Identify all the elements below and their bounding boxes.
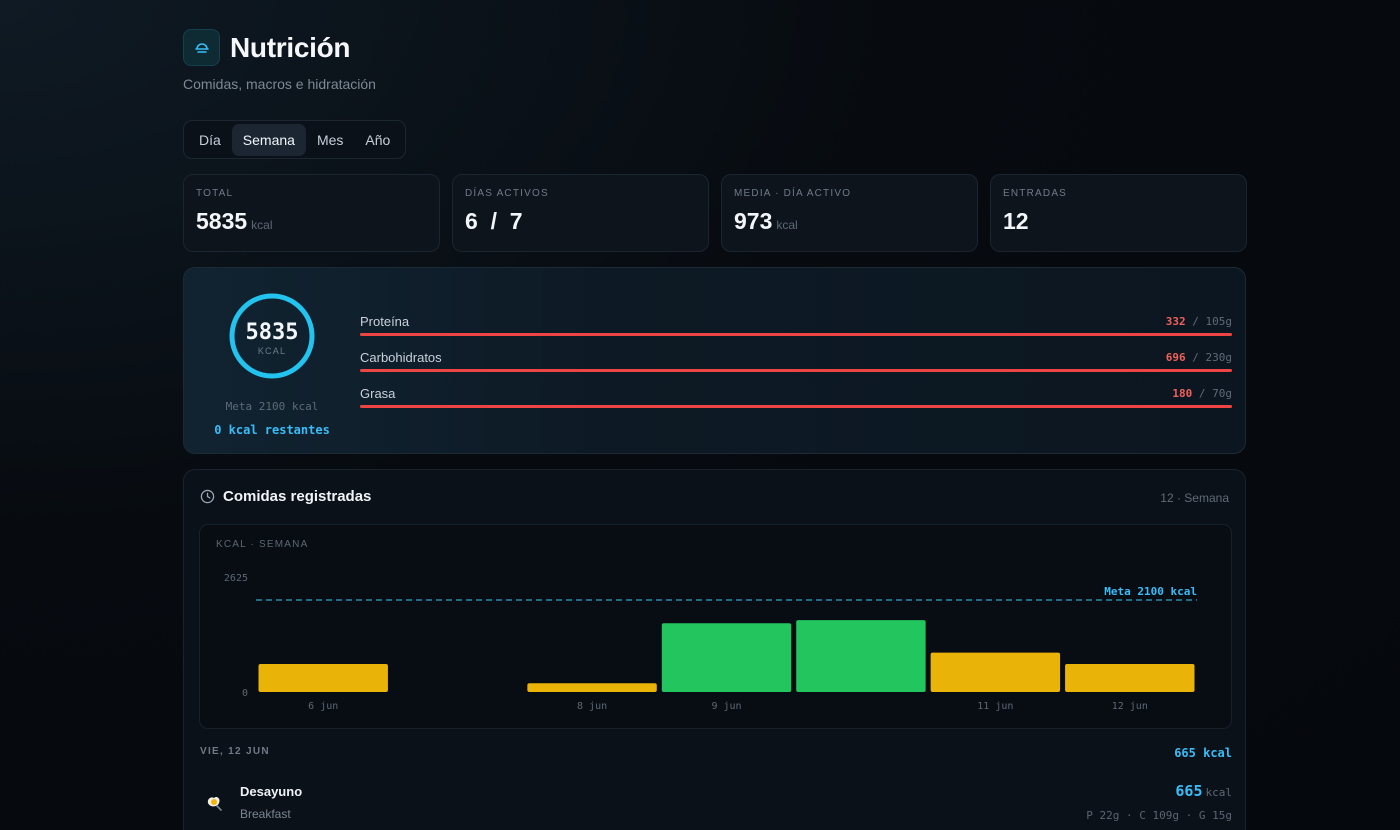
macro-values: 180 / 70g [1172, 387, 1232, 400]
stat-number: 6 / 7 [465, 208, 523, 234]
macro-values: 332 / 105g [1166, 315, 1232, 328]
macro-name: Proteína [360, 314, 410, 329]
meal-kcal-unit: kcal [1205, 786, 1233, 799]
stat-value: 12 [1003, 208, 1234, 235]
macro-target: / 105g [1192, 315, 1232, 328]
stat-card-entries: ENTRADAS 12 [990, 174, 1247, 252]
chart-title: KCAL · SEMANA [216, 539, 309, 550]
macro-current: 332 [1165, 315, 1186, 328]
chart-bar [661, 623, 792, 692]
page-title: Nutrición [230, 31, 351, 63]
x-tick-label: 12 jun [1112, 701, 1148, 712]
stat-cards: TOTAL 5835 kcal DÍAS ACTIVOS 6 / 7 MEDIA … [183, 174, 1247, 252]
tab-mes[interactable]: Mes [316, 131, 344, 148]
stat-label: MEDIA · DÍA ACTIVO [734, 188, 852, 199]
calorie-ring-graphic [229, 293, 315, 379]
meals-title: Comidas registradas [223, 488, 372, 505]
page-header: Nutrición [183, 29, 350, 66]
weekly-kcal-chart: KCAL · SEMANA 0 2625 Meta 2100 kcal 6 jun 8 … [199, 524, 1232, 729]
tab-dia[interactable]: Día [199, 131, 221, 148]
meal-kcal: 665 kcal [1175, 782, 1232, 800]
calorie-ring: 5835 KCAL [228, 292, 316, 380]
bowl-icon [194, 42, 209, 53]
meal-kcal-value: 665 [1175, 782, 1203, 800]
tab-ano[interactable]: Año [365, 131, 391, 148]
chart-bar [930, 652, 1061, 692]
day-header: VIE, 12 JUN 665 kcal [200, 746, 1232, 760]
macro-current: 696 [1165, 351, 1186, 364]
calorie-goal: Meta 2100 kcal [225, 400, 319, 413]
meals-header: Comidas registradas [200, 488, 371, 505]
stat-value: 6 / 7 [465, 208, 696, 235]
stat-number: 5835 [196, 208, 248, 234]
macro-target: / 230g [1192, 351, 1232, 364]
x-tick-label: 8 jun [577, 701, 607, 712]
macro-current: 180 [1172, 387, 1193, 400]
app-logo [183, 29, 220, 66]
chart-bar [1065, 663, 1195, 692]
macro-name: Grasa [360, 386, 396, 401]
clock-icon [200, 489, 215, 504]
stat-number: 973 [734, 208, 773, 234]
fried-egg-icon [207, 796, 222, 811]
meal-subtitle: Breakfast [240, 807, 291, 821]
x-tick-label: 9 jun [711, 701, 741, 712]
stat-unit: kcal [251, 218, 273, 232]
calorie-ring-progress [229, 293, 315, 379]
stat-label: DÍAS ACTIVOS [465, 188, 549, 199]
meal-entry[interactable]: Desayuno Breakfast 665 kcal P 22g · C 109… [200, 782, 1232, 830]
stat-label: ENTRADAS [1003, 188, 1068, 199]
stat-unit: kcal [776, 218, 798, 232]
day-label: VIE, 12 JUN [200, 746, 270, 757]
chart-bar [527, 683, 657, 692]
macro-values: 696 / 230g [1166, 351, 1232, 364]
stat-number: 12 [1003, 208, 1029, 234]
y-tick-label: 2625 [224, 573, 248, 584]
macro-row-carbs: Carbohidratos 696 / 230g [360, 350, 1232, 386]
macro-row-protein: Proteína 332 / 105g [360, 314, 1232, 350]
macro-name: Carbohidratos [360, 350, 442, 365]
day-total-kcal: 665 kcal [1174, 746, 1232, 760]
page-subtitle: Comidas, macros e hidratación [183, 76, 376, 92]
goal-line-label: Meta 2100 kcal [1104, 585, 1197, 598]
stat-label: TOTAL [196, 188, 234, 199]
stat-value: 973 kcal [734, 208, 965, 235]
chart-canvas: 0 2625 Meta 2100 kcal 6 jun 8 jun 9 jun 11 jun… [224, 573, 1197, 712]
tab-semana[interactable]: Semana [231, 123, 306, 156]
macro-bars: Proteína 332 / 105g Carbohidratos 696 / … [360, 314, 1232, 422]
macro-progress-bar [360, 405, 1232, 408]
y-tick-label: 0 [242, 688, 248, 699]
stat-card-average: MEDIA · DÍA ACTIVO 973 kcal [721, 174, 978, 252]
meals-count: 12 · Semana [1160, 491, 1229, 505]
macro-progress-bar [360, 333, 1232, 336]
x-tick-label: 6 jun [308, 701, 338, 712]
ring-value: 5835 [245, 320, 299, 345]
macro-row-fat: Grasa 180 / 70g [360, 386, 1232, 422]
stat-card-active-days: DÍAS ACTIVOS 6 / 7 [452, 174, 709, 252]
x-tick-label: 11 jun [977, 701, 1013, 712]
macro-target: / 70g [1198, 387, 1232, 400]
meal-name: Desayuno [240, 784, 303, 799]
meal-macros: P 22g · C 109g · G 15g [1086, 809, 1232, 822]
stat-card-total: TOTAL 5835 kcal [183, 174, 440, 252]
macro-summary-panel: 5835 KCAL Meta 2100 kcal 0 kcal restante… [183, 267, 1246, 454]
stat-value: 5835 kcal [196, 208, 427, 235]
chart-bar [258, 663, 388, 692]
meals-card: Comidas registradas 12 · Semana KCAL · S… [183, 469, 1246, 830]
macro-progress-bar [360, 369, 1232, 372]
chart-bar [796, 620, 926, 692]
calories-remaining: 0 kcal restantes [214, 423, 330, 437]
period-tabs: Día Semana Mes Año [183, 120, 407, 159]
ring-unit: KCAL [257, 346, 287, 356]
